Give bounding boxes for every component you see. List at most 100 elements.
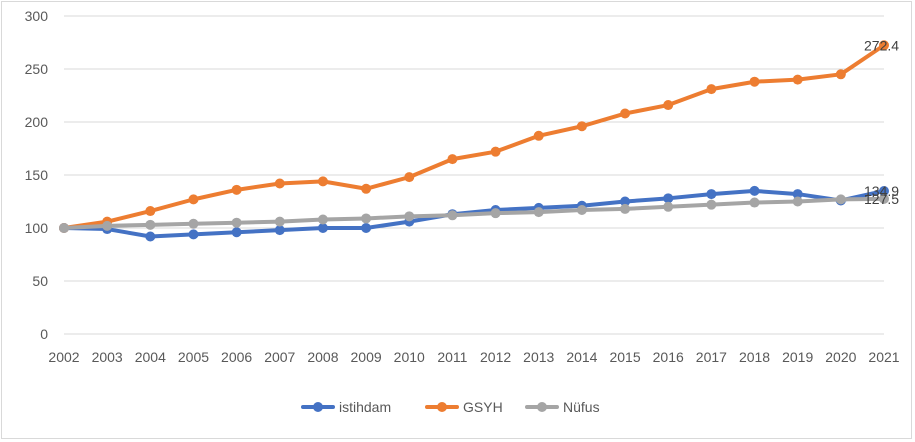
point-GSYH-2005 xyxy=(188,194,199,205)
point-GSYH-2011 xyxy=(447,154,458,165)
x-tick-label-2005: 2005 xyxy=(178,349,209,365)
x-tick-label-2019: 2019 xyxy=(782,349,813,365)
x-tick-label-2004: 2004 xyxy=(135,349,166,365)
point-Nüfus-2014 xyxy=(576,204,587,215)
point-Nüfus-2016 xyxy=(663,201,674,212)
y-tick-label-200: 200 xyxy=(25,114,49,130)
x-tick-label-2020: 2020 xyxy=(825,349,856,365)
x-tick-label-2021: 2021 xyxy=(868,349,899,365)
x-tick-label-2018: 2018 xyxy=(739,349,770,365)
point-Nüfus-2019 xyxy=(792,196,803,207)
point-GSYH-2020 xyxy=(835,69,846,80)
y-axis-tick-labels: 0 50 100 150 200 250 300 xyxy=(25,8,49,342)
point-GSYH-2009 xyxy=(361,183,372,194)
series-group xyxy=(59,40,889,242)
point-Nüfus-2013 xyxy=(533,207,544,218)
point-Nüfus-2012 xyxy=(490,208,501,219)
x-tick-label-2015: 2015 xyxy=(609,349,640,365)
point-Nüfus-2003 xyxy=(102,220,113,231)
x-tick-label-2012: 2012 xyxy=(480,349,511,365)
y-tick-label-50: 50 xyxy=(32,273,48,289)
point-Nüfus-2018 xyxy=(749,197,760,208)
data-label-GSYH-2021: 272.4 xyxy=(864,37,899,53)
point-GSYH-2016 xyxy=(663,100,674,111)
point-istihdam-2005 xyxy=(188,229,199,240)
point-istihdam-2015 xyxy=(620,196,631,207)
point-istihdam-2016 xyxy=(663,193,674,204)
x-tick-label-2006: 2006 xyxy=(221,349,252,365)
point-Nüfus-2015 xyxy=(620,203,631,214)
point-GSYH-2015 xyxy=(620,108,631,119)
legend: istihdam GSYH Nüfus xyxy=(301,399,600,415)
series-Nüfus xyxy=(59,193,889,233)
x-axis-tick-labels: 2002 2003 2004 2005 2006 2007 2008 2009 2010 2011… xyxy=(48,349,899,365)
point-istihdam-2021 xyxy=(879,186,889,197)
data-label-istihdam-2021: 134.9 xyxy=(864,183,899,199)
point-Nüfus-2005 xyxy=(188,218,199,229)
point-Nüfus-2006 xyxy=(231,217,242,228)
point-Nüfus-2010 xyxy=(404,211,415,222)
point-Nüfus-2017 xyxy=(706,199,717,210)
legend-swatch-marker-istihdam xyxy=(313,402,323,412)
point-GSYH-2010 xyxy=(404,172,415,183)
legend-swatch-marker-GSYH xyxy=(437,402,447,412)
point-Nüfus-2021 xyxy=(879,193,889,204)
point-Nüfus-2009 xyxy=(361,213,372,224)
point-GSYH-2008 xyxy=(317,176,328,187)
point-Nüfus-2002 xyxy=(59,223,69,233)
y-tick-label-0: 0 xyxy=(40,326,48,342)
point-Nüfus-2020 xyxy=(835,194,846,205)
legend-entry-Nüfus: Nüfus xyxy=(525,399,600,415)
point-Nüfus-2004 xyxy=(145,219,156,230)
x-tick-label-2013: 2013 xyxy=(523,349,554,365)
point-istihdam-2008 xyxy=(317,223,328,233)
point-GSYH-2017 xyxy=(706,84,717,95)
point-Nüfus-2008 xyxy=(317,214,328,225)
x-tick-label-2011: 2011 xyxy=(437,349,467,365)
x-tick-label-2017: 2017 xyxy=(696,349,727,365)
x-tick-label-2016: 2016 xyxy=(653,349,684,365)
x-tick-label-2008: 2008 xyxy=(307,349,338,365)
point-GSYH-2013 xyxy=(533,130,544,141)
series-line-GSYH xyxy=(62,43,886,230)
point-GSYH-2006 xyxy=(231,184,242,195)
legend-swatch-marker-Nüfus xyxy=(537,402,547,412)
data-label-Nüfus-2021: 127.5 xyxy=(864,191,899,207)
x-tick-label-2007: 2007 xyxy=(264,349,295,365)
point-istihdam-2018 xyxy=(749,185,760,196)
y-tick-label-150: 150 xyxy=(25,167,49,183)
y-tick-label-250: 250 xyxy=(25,61,49,77)
legend-entry-istihdam: istihdam xyxy=(301,399,391,415)
point-GSYH-2019 xyxy=(792,74,803,85)
point-istihdam-2017 xyxy=(706,189,717,200)
y-tick-label-100: 100 xyxy=(25,220,49,236)
series-line-istihdam xyxy=(62,188,886,239)
legend-label-istihdam: istihdam xyxy=(339,399,391,415)
point-GSYH-2018 xyxy=(749,76,760,87)
data-labels: 134.9 272.4 127.5 xyxy=(864,37,899,207)
point-istihdam-2004 xyxy=(145,231,156,242)
point-Nüfus-2011 xyxy=(447,210,458,221)
point-GSYH-2007 xyxy=(274,178,285,189)
point-GSYH-2004 xyxy=(145,206,156,217)
x-tick-label-2010: 2010 xyxy=(394,349,425,365)
point-Nüfus-2007 xyxy=(274,216,285,227)
x-tick-label-2002: 2002 xyxy=(48,349,79,365)
series-line-Nüfus xyxy=(62,196,886,230)
point-istihdam-2009 xyxy=(361,223,372,233)
point-istihdam-2019 xyxy=(792,189,803,200)
point-GSYH-2021 xyxy=(879,40,889,51)
point-GSYH-2012 xyxy=(490,146,501,157)
legend-label-GSYH: GSYH xyxy=(463,399,503,415)
y-tick-label-300: 300 xyxy=(25,8,49,24)
legend-entry-GSYH: GSYH xyxy=(425,399,503,415)
x-tick-label-2009: 2009 xyxy=(351,349,382,365)
x-tick-label-2003: 2003 xyxy=(92,349,123,365)
point-GSYH-2014 xyxy=(576,121,587,132)
legend-label-Nüfus: Nüfus xyxy=(563,399,600,415)
gridlines xyxy=(64,15,884,335)
point-istihdam-2006 xyxy=(231,227,242,238)
point-istihdam-2007 xyxy=(274,225,285,236)
